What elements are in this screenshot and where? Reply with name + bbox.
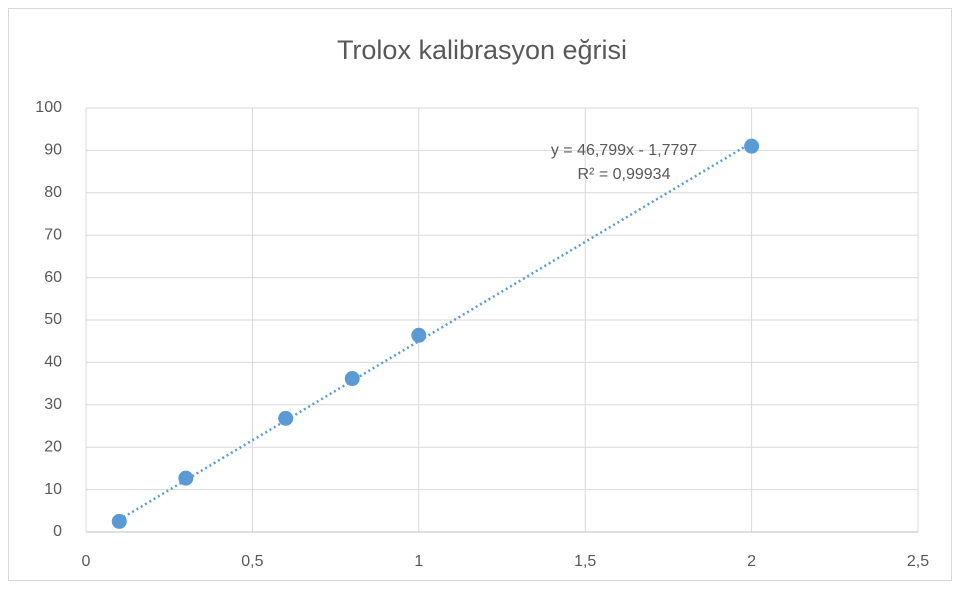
x-tick-label: 1,5 bbox=[574, 553, 596, 570]
point bbox=[178, 470, 194, 486]
y-tick-label: 0 bbox=[53, 523, 62, 540]
y-tick-label: 90 bbox=[44, 142, 62, 159]
x-tick-label: 2 bbox=[747, 553, 756, 570]
chart-title: Trolox kalibrasyon eğrisi bbox=[337, 35, 627, 65]
y-tick-label: 80 bbox=[44, 184, 62, 201]
chart-frame bbox=[8, 8, 952, 581]
point bbox=[278, 410, 294, 426]
trendline-equation: y = 46,799x - 1,7797 bbox=[551, 142, 697, 159]
y-tick-label: 60 bbox=[44, 269, 62, 286]
x-tick-label: 2,5 bbox=[907, 553, 929, 570]
point bbox=[411, 327, 427, 343]
point bbox=[744, 138, 760, 154]
y-tick-label: 30 bbox=[44, 396, 62, 413]
y-tick-label: 10 bbox=[44, 481, 62, 498]
trendline-r-squared: R² = 0,99934 bbox=[578, 166, 671, 183]
y-tick-label: 50 bbox=[44, 311, 62, 328]
x-tick-label: 1 bbox=[414, 553, 423, 570]
y-tick-label: 20 bbox=[44, 438, 62, 455]
point bbox=[111, 513, 127, 529]
point bbox=[344, 371, 360, 387]
x-tick-label: 0,5 bbox=[241, 553, 263, 570]
y-tick-label: 70 bbox=[44, 226, 62, 243]
y-tick-label: 40 bbox=[44, 354, 62, 371]
x-tick-label: 0 bbox=[82, 553, 91, 570]
y-tick-label: 100 bbox=[35, 99, 62, 116]
